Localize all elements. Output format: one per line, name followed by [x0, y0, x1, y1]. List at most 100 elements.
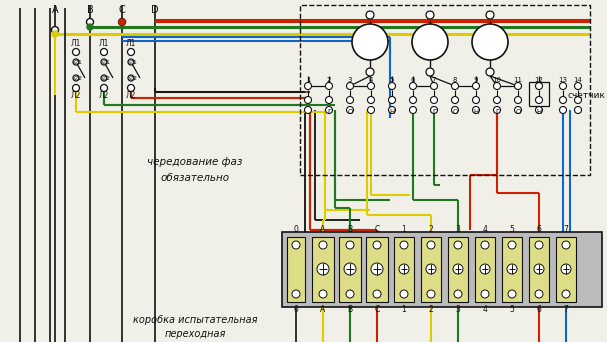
Text: 3: 3 — [348, 77, 352, 83]
Circle shape — [87, 18, 93, 26]
Circle shape — [127, 84, 135, 92]
Text: D: D — [151, 5, 159, 15]
Circle shape — [480, 264, 490, 274]
Circle shape — [388, 96, 396, 104]
Text: 6: 6 — [411, 77, 415, 83]
Text: 4: 4 — [483, 224, 487, 234]
Circle shape — [534, 264, 544, 274]
Circle shape — [453, 264, 463, 274]
Text: 1: 1 — [402, 305, 406, 315]
Circle shape — [346, 241, 354, 249]
Circle shape — [452, 106, 458, 114]
Circle shape — [52, 26, 58, 34]
Circle shape — [347, 106, 353, 114]
Circle shape — [101, 59, 107, 65]
Circle shape — [292, 241, 300, 249]
Circle shape — [87, 24, 93, 30]
Circle shape — [535, 96, 543, 104]
Circle shape — [430, 106, 438, 114]
Text: 6: 6 — [537, 305, 541, 315]
Text: Ø1: Ø1 — [129, 60, 138, 65]
Circle shape — [119, 19, 125, 25]
Circle shape — [481, 290, 489, 298]
Circle shape — [366, 11, 374, 19]
Circle shape — [412, 24, 448, 60]
Circle shape — [452, 96, 458, 104]
Text: Н: Н — [473, 109, 479, 115]
Text: 4: 4 — [483, 305, 487, 315]
Circle shape — [535, 241, 543, 249]
Text: 1: 1 — [306, 77, 310, 83]
Circle shape — [347, 82, 353, 90]
Text: 12: 12 — [535, 77, 543, 83]
Text: 7: 7 — [563, 305, 568, 315]
Text: A: A — [320, 305, 325, 315]
Text: 6: 6 — [537, 224, 541, 234]
Text: B: B — [87, 5, 93, 15]
Text: Л1: Л1 — [71, 39, 81, 49]
Circle shape — [427, 290, 435, 298]
Circle shape — [507, 264, 517, 274]
Text: переходная: переходная — [164, 329, 226, 339]
Circle shape — [365, 27, 375, 37]
Circle shape — [317, 263, 329, 275]
Text: C: C — [375, 305, 379, 315]
Circle shape — [101, 75, 107, 81]
Bar — [287, 237, 305, 302]
Circle shape — [101, 49, 107, 55]
Text: Н: Н — [537, 109, 541, 115]
Circle shape — [128, 59, 134, 65]
Bar — [529, 237, 549, 302]
Text: 8: 8 — [453, 77, 457, 83]
Circle shape — [486, 68, 494, 76]
Circle shape — [486, 11, 494, 19]
Text: A: A — [320, 224, 325, 234]
Text: обязательно: обязательно — [160, 173, 229, 183]
Text: 7: 7 — [563, 224, 568, 234]
Circle shape — [574, 82, 582, 90]
Circle shape — [371, 263, 383, 275]
Text: О: О — [347, 109, 353, 115]
Text: 2: 2 — [429, 305, 433, 315]
Circle shape — [410, 96, 416, 104]
Bar — [339, 237, 361, 302]
Circle shape — [52, 31, 58, 37]
Circle shape — [425, 27, 435, 37]
Circle shape — [305, 106, 311, 114]
Circle shape — [367, 82, 375, 90]
Text: О: О — [515, 109, 521, 115]
Circle shape — [427, 241, 435, 249]
Circle shape — [367, 106, 375, 114]
Text: 0: 0 — [294, 305, 299, 315]
Circle shape — [472, 82, 480, 90]
Text: Ø1: Ø1 — [74, 60, 83, 65]
Text: Ø2: Ø2 — [74, 76, 83, 80]
Circle shape — [430, 82, 438, 90]
Text: 13: 13 — [558, 77, 568, 83]
Circle shape — [344, 263, 356, 275]
Circle shape — [399, 264, 409, 274]
Text: счетчик: счетчик — [567, 91, 605, 100]
Bar — [502, 237, 522, 302]
Circle shape — [452, 82, 458, 90]
Circle shape — [515, 82, 521, 90]
Bar — [448, 237, 468, 302]
Circle shape — [400, 290, 408, 298]
Bar — [394, 237, 414, 302]
Circle shape — [515, 106, 521, 114]
Circle shape — [493, 96, 501, 104]
Circle shape — [562, 241, 570, 249]
Text: 2: 2 — [327, 77, 331, 83]
Text: 10: 10 — [492, 77, 501, 83]
Circle shape — [388, 82, 396, 90]
Text: Г: Г — [327, 109, 331, 115]
Text: коробка испытательная: коробка испытательная — [133, 315, 257, 325]
Circle shape — [426, 68, 434, 76]
Text: C: C — [118, 5, 126, 15]
Circle shape — [292, 290, 300, 298]
Bar — [421, 237, 441, 302]
Text: Л2: Л2 — [126, 92, 136, 101]
Text: Л1: Л1 — [126, 39, 136, 49]
Circle shape — [562, 290, 570, 298]
Bar — [312, 237, 334, 302]
